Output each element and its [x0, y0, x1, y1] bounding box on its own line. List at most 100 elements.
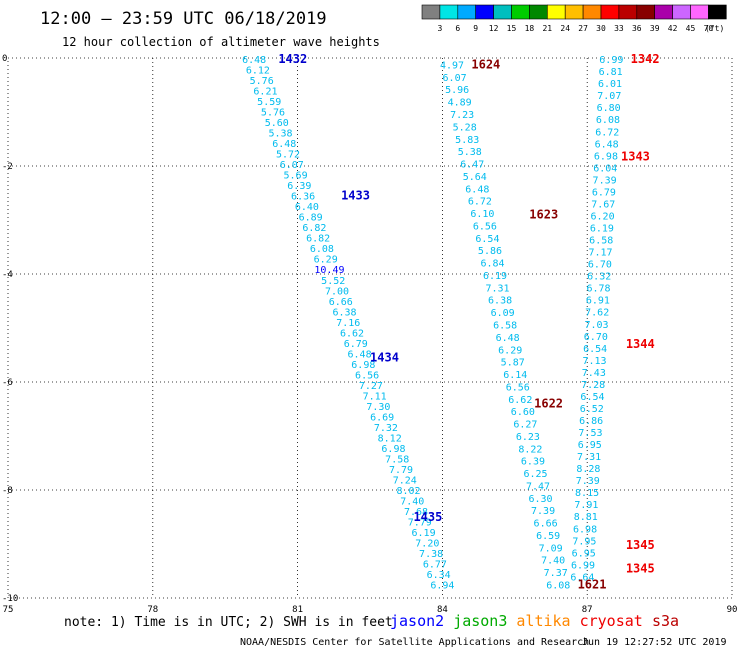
wave-height-value: 6.64 — [570, 572, 594, 583]
wave-height-value: 6.91 — [586, 296, 610, 307]
wave-height-value: 6.98 — [351, 360, 375, 371]
wave-height-value: 7.13 — [582, 356, 606, 367]
wave-height-value: 6.86 — [579, 416, 603, 427]
pass-time-label: 1623 — [529, 208, 558, 222]
wave-height-value: 7.47 — [526, 481, 550, 492]
wave-height-value: 5.52 — [321, 276, 345, 287]
satellite-legend: jason2 jason3 altika cryosat s3a — [390, 612, 679, 630]
wave-height-value: 7.09 — [539, 543, 563, 554]
wave-height-value: 6.07 — [443, 73, 467, 84]
x-tick-label: 81 — [292, 605, 303, 615]
wave-height-value: 7.00 — [325, 286, 349, 297]
color-swatch — [582, 4, 602, 20]
wave-height-value: 7.03 — [584, 320, 608, 331]
color-swatch — [493, 4, 512, 20]
wave-height-value: 6.23 — [516, 432, 540, 443]
wave-height-value: 6.56 — [355, 370, 379, 381]
y-tick-label: -8 — [2, 486, 13, 496]
wave-height-value: 8.28 — [576, 464, 600, 475]
wave-height-value: 6.12 — [246, 66, 270, 77]
wave-height-value: 5.76 — [250, 76, 274, 87]
wave-height-value: 6.58 — [589, 236, 613, 247]
wave-height-value: 8.81 — [574, 512, 598, 523]
wave-height-value: 7.32 — [374, 423, 398, 434]
chart-subtitle: 12 hour collection of altimeter wave hei… — [62, 35, 380, 49]
wave-height-value: 5.38 — [268, 129, 292, 140]
wave-height-value: 7.68 — [404, 507, 428, 518]
wave-height-value: 6.08 — [310, 244, 334, 255]
wave-height-value: 6.27 — [513, 420, 537, 431]
color-swatch — [708, 4, 727, 20]
wave-height-value: 6.39 — [521, 457, 545, 468]
series-layer: 6.486.125.766.215.595.765.605.386.485.72… — [242, 55, 623, 591]
wave-height-value: 6.72 — [468, 197, 492, 208]
color-swatch — [439, 4, 459, 20]
color-swatch — [600, 4, 620, 20]
wave-height-value: 5.96 — [445, 85, 469, 96]
plot-axes: 75 78 81 84 87 90 0 -2 -4 -6 -8 -10 — [2, 54, 737, 615]
y-tick-label: -4 — [2, 270, 13, 280]
pass-time-label: 1342 — [631, 52, 660, 66]
wave-height-value: 6.95 — [572, 548, 596, 559]
wave-height-value: 6.20 — [591, 211, 615, 222]
pass-time-label: 1343 — [621, 149, 650, 163]
pass-time-label: 1433 — [341, 189, 370, 203]
color-swatch — [421, 4, 441, 20]
wave-height-value: 6.25 — [523, 469, 547, 480]
y-tick-label: -10 — [2, 594, 18, 604]
wave-height-value: 6.40 — [295, 202, 319, 213]
wave-height-value: 5.64 — [463, 172, 487, 183]
wave-height-value: 6.95 — [578, 440, 602, 451]
wave-height-value: 6.29 — [314, 255, 338, 266]
wave-height-value: 6.52 — [580, 404, 604, 415]
wave-height-value: 5.69 — [284, 171, 308, 182]
color-scale-label: 6 — [455, 24, 460, 33]
wave-height-value: 6.08 — [546, 581, 570, 592]
wave-height-value: 6.79 — [344, 339, 368, 350]
wave-height-value: 6.38 — [332, 307, 356, 318]
wave-height-value: 7.16 — [336, 318, 360, 329]
color-scale-label: 45 — [686, 24, 696, 33]
wave-height-value: 5.28 — [453, 122, 477, 133]
pass-time-label: 1434 — [370, 351, 399, 365]
wave-height-value: 5.86 — [478, 246, 502, 257]
wave-height-value: 4.89 — [448, 98, 472, 109]
wave-height-value: 7.20 — [415, 538, 439, 549]
y-tick-label: -6 — [2, 378, 13, 388]
wave-height-value: 5.76 — [261, 108, 285, 119]
pass-time-label: 1435 — [413, 510, 442, 524]
wave-height-value: 6.66 — [329, 297, 353, 308]
wave-height-value: 6.82 — [302, 223, 326, 234]
wave-height-value: 5.59 — [257, 97, 281, 108]
wave-height-value: 7.27 — [359, 381, 383, 392]
chart-title: 12:00 — 23:59 UTC 06/18/2019 — [40, 9, 327, 29]
color-scale-label: 27 — [578, 24, 588, 33]
wave-height-value: 7.37 — [544, 568, 568, 579]
legend-item-jason2: jason2 — [390, 612, 444, 630]
wave-height-value: 6.48 — [595, 139, 619, 150]
wave-height-value: 6.19 — [590, 224, 614, 235]
color-scale-label: 42 — [668, 24, 678, 33]
wave-height-value: 8.02 — [396, 486, 420, 497]
plot-frame — [7, 57, 733, 599]
wave-height-value: 6.70 — [584, 332, 608, 343]
wave-height-value: 6.48 — [348, 349, 372, 360]
wave-height-value: 6.98 — [381, 444, 405, 455]
footer-credit: NOAA/NESDIS Center for Satellite Applica… — [240, 637, 589, 648]
wave-height-value: 6.99 — [571, 560, 595, 571]
wave-height-value: 6.79 — [592, 187, 616, 198]
wave-height-value: 7.40 — [541, 556, 565, 567]
color-scale-label: 12 — [489, 24, 499, 33]
pass-time-label: 1344 — [626, 337, 655, 351]
color-scale-label: 9 — [473, 24, 478, 33]
color-swatch — [636, 4, 655, 20]
wave-height-value: 6.21 — [253, 87, 277, 98]
x-tick-label: 75 — [3, 605, 14, 615]
wave-height-value: 6.81 — [599, 67, 623, 78]
wave-height-value: 6.07 — [280, 160, 304, 171]
wave-height-value: 6.38 — [488, 296, 512, 307]
wave-height-value: 7.24 — [393, 475, 417, 486]
color-scale-label: 24 — [560, 24, 570, 33]
y-tick-label: -2 — [2, 162, 13, 172]
